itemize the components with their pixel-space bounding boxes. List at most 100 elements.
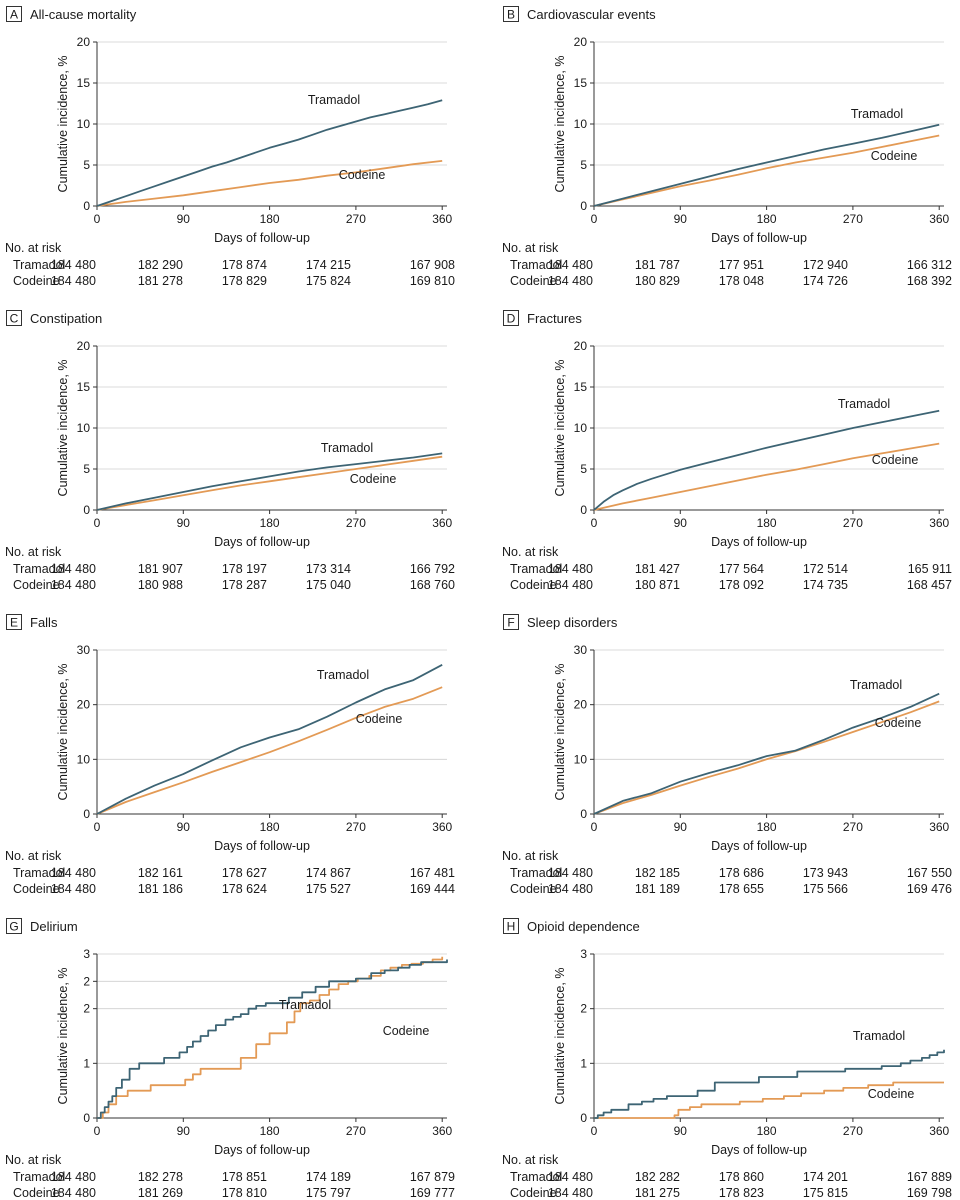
panel-d: D Fractures 0 5 10 15 20 0 90 180 270 360 Days of fo… [502,310,952,592]
x-tick-label: 360 [432,212,452,226]
panel-letter: G [9,920,18,934]
panel-f: F Sleep disorders 0 10 20 30 0 90 180 270 360 Days … [502,614,952,896]
curve-label-codeine: Codeine [875,716,922,730]
risk-row-label-codeine: Codeine [13,882,60,896]
risk-value: 184 480 [548,1170,593,1184]
x-tick-label: 0 [591,516,598,530]
series-line-codeine [96,686,443,815]
series-line-codeine [594,1081,944,1119]
risk-value: 169 777 [410,1186,455,1200]
y-tick-label: 20 [77,35,91,49]
y-axis-title: Cumulative incidence, % [553,664,567,801]
risk-table-header: No. at risk [502,241,559,255]
y-tick-label: 10 [77,752,91,766]
panel-letter-box [6,6,22,22]
curve-label-codeine: Codeine [868,1087,915,1101]
panel-letter: B [507,8,515,22]
x-tick-label: 270 [843,820,863,834]
risk-value: 168 760 [410,578,455,592]
panel-title: All-cause mortality [30,7,137,22]
risk-table-header: No. at risk [502,849,559,863]
y-tick-label: 20 [574,35,588,49]
y-tick-label: 1 [83,1056,90,1070]
risk-value: 169 476 [907,882,952,896]
y-axis-title: Cumulative incidence, % [553,360,567,497]
panel-letter-box [503,6,519,22]
y-axis-title: Cumulative incidence, % [553,968,567,1105]
panel-letter-box [6,918,22,934]
x-tick-label: 180 [757,516,777,530]
risk-value: 184 480 [51,882,96,896]
y-tick-label: 5 [83,462,90,476]
x-tick-label: 270 [346,212,366,226]
risk-value: 167 908 [410,258,455,272]
x-tick-label: 0 [94,212,101,226]
curve-label-tramadol: Tramadol [851,107,903,121]
panel-letter: C [10,312,19,326]
risk-value: 184 480 [548,1186,593,1200]
risk-value: 180 988 [138,578,183,592]
series-line-tramadol [96,99,443,207]
x-tick-label: 360 [929,516,949,530]
risk-value: 178 829 [222,274,267,288]
risk-row-label-tramadol: Tramadol [510,562,562,576]
risk-value: 184 480 [548,274,593,288]
curve-label-codeine: Codeine [871,149,918,163]
panel-letter-box [503,310,519,326]
risk-value: 174 867 [306,866,351,880]
risk-value: 182 290 [138,258,183,272]
x-tick-label: 270 [843,516,863,530]
risk-row-label-tramadol: Tramadol [13,866,65,880]
risk-value: 184 480 [51,1186,96,1200]
series-line-tramadol [594,1049,945,1119]
risk-row-label-codeine: Codeine [13,274,60,288]
x-tick-label: 270 [843,1124,863,1138]
curve-label-codeine: Codeine [356,712,403,726]
x-axis-title: Days of follow-up [214,839,310,853]
risk-value: 166 312 [907,258,952,272]
y-axis-title: Cumulative incidence, % [553,56,567,193]
risk-value: 174 201 [803,1170,848,1184]
panel-h: H Opioid dependence 0 1 2 3 0 90 180 270 360 Days o… [502,918,952,1200]
x-axis-title: Days of follow-up [711,535,807,549]
x-tick-label: 0 [94,1124,101,1138]
y-tick-label: 0 [580,503,587,517]
x-tick-label: 0 [591,1124,598,1138]
y-tick-label: 1 [580,1056,587,1070]
risk-table-header: No. at risk [5,545,62,559]
y-tick-label: 2 [83,974,90,988]
curve-label-tramadol: Tramadol [853,1029,905,1043]
x-tick-label: 360 [929,820,949,834]
x-axis-title: Days of follow-up [214,1143,310,1157]
x-axis-title: Days of follow-up [711,1143,807,1157]
risk-value: 167 879 [410,1170,455,1184]
risk-table-header: No. at risk [502,1153,559,1167]
panel-title: Delirium [30,919,78,934]
x-tick-label: 0 [591,820,598,834]
series-line-codeine [96,160,443,207]
risk-value: 182 278 [138,1170,183,1184]
risk-value: 181 907 [138,562,183,576]
x-axis-title: Days of follow-up [711,231,807,245]
risk-row-label-tramadol: Tramadol [510,258,562,272]
x-tick-label: 90 [674,820,688,834]
risk-value: 184 480 [548,578,593,592]
risk-value: 166 792 [410,562,455,576]
risk-value: 168 392 [907,274,952,288]
y-tick-label: 15 [77,76,91,90]
y-tick-label: 5 [83,158,90,172]
x-tick-label: 90 [177,516,191,530]
x-tick-label: 90 [674,516,688,530]
risk-row-label-tramadol: Tramadol [13,1170,65,1184]
series-line-tramadol [593,409,940,511]
panel-letter: A [10,8,18,22]
curve-label-codeine: Codeine [383,1024,430,1038]
curve-label-tramadol: Tramadol [838,397,890,411]
risk-value: 169 798 [907,1186,952,1200]
series-line-tramadol [96,452,443,511]
y-tick-label: 20 [574,339,588,353]
panel-letter-box [6,614,22,630]
x-tick-label: 270 [843,212,863,226]
x-tick-label: 180 [260,1124,280,1138]
